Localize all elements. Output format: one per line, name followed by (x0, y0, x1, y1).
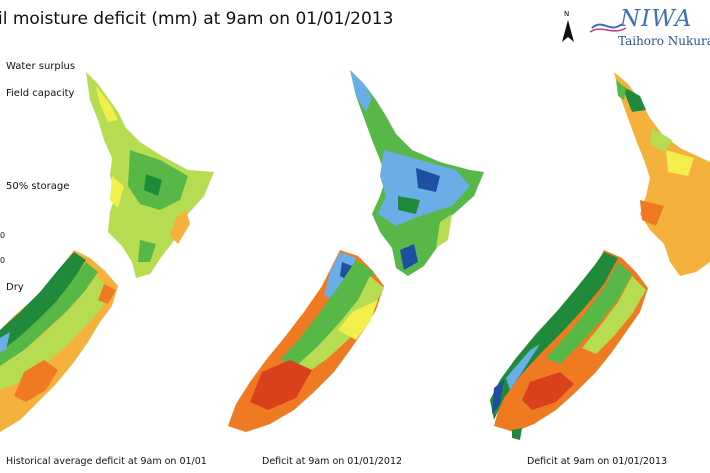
region-half (666, 150, 694, 176)
legend-label-50-storage: 50% storage (6, 181, 70, 192)
legend-tick: 0 (0, 256, 6, 265)
region-field-capacity (490, 252, 618, 420)
region-mid (0, 276, 112, 390)
region-mid (582, 276, 646, 354)
north-arrow: N (560, 10, 576, 46)
region-dryish (170, 210, 190, 244)
region-surplus-dark (400, 244, 418, 270)
north-label: N (564, 10, 570, 18)
region-moist (616, 80, 626, 100)
map-2013 (490, 72, 710, 440)
region-dry (98, 284, 116, 304)
region-field-capacity (144, 174, 162, 196)
region-field-capacity (0, 252, 86, 352)
region-surplus-dark (416, 168, 440, 192)
north-island (614, 72, 710, 276)
region-surplus (0, 332, 10, 352)
region-half (338, 300, 378, 340)
region-surplus-dark (492, 380, 504, 414)
map-historical-average (0, 72, 214, 432)
region-field-capacity (622, 86, 646, 112)
map-title: il moisture deficit (mm) at 9am on 01/01… (0, 9, 394, 29)
region-surplus (350, 70, 372, 112)
region-moist (546, 262, 632, 364)
map-2012 (228, 70, 484, 432)
caption-2012: Deficit at 9am on 01/01/2012 (262, 456, 403, 467)
caption-historical-average: Historical average deficit at 9am on 01/… (6, 456, 207, 467)
region-surplus (506, 344, 540, 390)
region-mid (436, 214, 452, 248)
stewart-island (512, 428, 522, 440)
north-arrow-icon (562, 20, 574, 42)
region-half (110, 176, 124, 208)
region-mid (650, 128, 672, 152)
logo-wave-icon (589, 23, 627, 33)
legend-label-water-surplus: Water surplus (6, 61, 76, 72)
legend-label-field-capacity: Field capacity (6, 88, 75, 99)
region-very-dry (522, 372, 574, 410)
region-dry (14, 360, 58, 402)
region-field-capacity (398, 196, 420, 214)
niwa-logo: NIWA Taihoro Nukurang (588, 6, 710, 52)
legend-tick: 0 (0, 231, 6, 240)
region-moist (0, 262, 98, 366)
logo-wordmark: NIWA (620, 6, 693, 32)
region-half (96, 86, 118, 122)
region-dry (640, 200, 664, 226)
region-mid (296, 276, 384, 374)
region-moist (280, 260, 374, 366)
region-moist (138, 240, 156, 262)
caption-2013: Deficit at 9am on 01/01/2013 (527, 456, 668, 467)
region-very-dry (250, 360, 312, 410)
legend-label-dry: Dry (6, 282, 24, 293)
logo-subtitle: Taihoro Nukurang (618, 34, 710, 48)
